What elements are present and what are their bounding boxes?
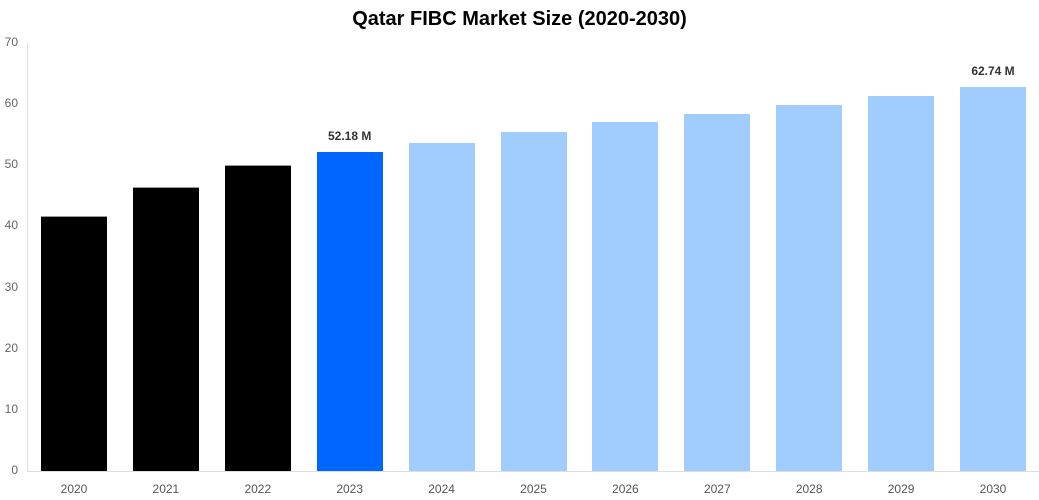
y-tick-label: 10 — [4, 401, 18, 416]
x-tick-label: 2024 — [428, 482, 455, 496]
y-tick-label: 30 — [4, 279, 18, 294]
y-tick-label: 70 — [4, 35, 18, 49]
x-tick-label: 2026 — [612, 482, 639, 496]
y-tick-label: 60 — [4, 96, 18, 111]
x-tick-label: 2020 — [60, 482, 88, 496]
y-tick-label: 0 — [11, 463, 18, 477]
bar-2024[interactable] — [408, 142, 475, 471]
bar-2021[interactable] — [132, 186, 199, 471]
x-tick-label: 2022 — [244, 482, 272, 496]
y-axis-line — [27, 43, 28, 471]
y-tick-label: 50 — [4, 157, 18, 172]
data-label-2030: 62.74 M — [971, 64, 1015, 79]
y-tick-label: 20 — [4, 340, 18, 355]
bar-2022[interactable] — [224, 164, 291, 471]
bar-2026[interactable] — [592, 122, 659, 471]
chart-title: Qatar FIBC Market Size (2020-2030) — [352, 8, 687, 30]
bar-2028[interactable] — [776, 105, 843, 471]
bar-2030[interactable] — [960, 87, 1026, 471]
x-axis-line — [27, 471, 1039, 472]
bar-2020[interactable] — [41, 216, 107, 471]
x-tick-label: 2025 — [520, 482, 547, 496]
x-tick-label: 2028 — [795, 482, 823, 496]
data-label-2023: 52.18 M — [328, 128, 372, 143]
bar-2029[interactable] — [868, 96, 935, 471]
x-tick-label: 2023 — [336, 482, 364, 496]
x-tick-label: 2021 — [152, 482, 180, 496]
y-tick-label: 40 — [4, 218, 18, 233]
x-tick-label: 2030 — [979, 482, 1007, 496]
bar-2023[interactable] — [316, 151, 383, 471]
x-tick-label: 2029 — [887, 482, 915, 496]
bar-2027[interactable] — [684, 113, 751, 471]
bar-2025[interactable] — [500, 132, 567, 471]
x-tick-label: 2027 — [703, 482, 731, 496]
